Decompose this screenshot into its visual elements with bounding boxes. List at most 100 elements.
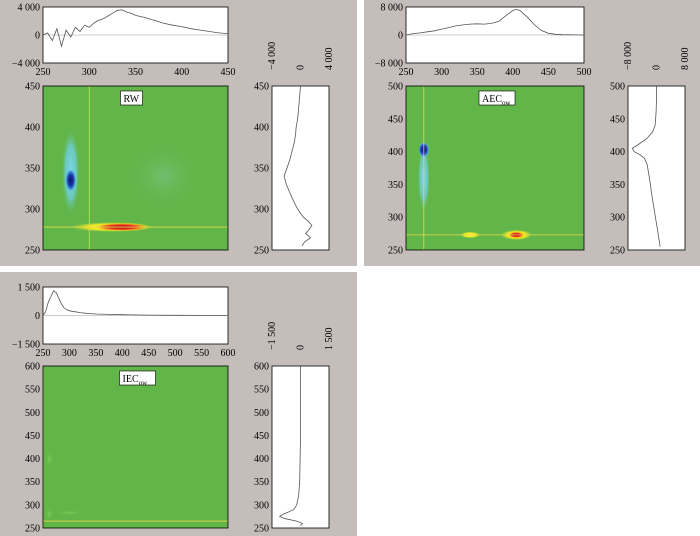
side-trace-y-tick: 250 (254, 246, 269, 257)
top-trace-line (42, 9, 229, 48)
side-trace-y-tick: 300 (610, 213, 625, 224)
x-tick-label: 350 (128, 67, 143, 78)
side-trace-y-tick: 350 (254, 164, 269, 175)
top-trace-y-tick: 1 500 (18, 283, 41, 294)
top-trace-y-tick: 0 (398, 31, 403, 42)
side-trace-x-tick: 8 000 (680, 48, 691, 71)
panel-label-main: RW (124, 94, 140, 105)
panel-label-subscript: ow (502, 99, 512, 107)
y-tick-label: 250 (25, 524, 40, 535)
heatmap-background (406, 86, 584, 250)
side-trace-y-tick: 300 (254, 500, 269, 511)
top-trace-y-tick: −1 500 (12, 340, 40, 351)
side-trace-y-tick: 300 (254, 205, 269, 216)
side-trace-y-tick: 600 (254, 362, 269, 373)
side-trace-x-tick: 0 (296, 345, 307, 350)
top-trace-y-tick: −8 000 (375, 59, 403, 70)
x-tick-label: 400 (115, 348, 130, 359)
x-tick-label: 450 (541, 67, 556, 78)
x-tick-label: 500 (168, 348, 183, 359)
side-trace-y-tick: 400 (254, 123, 269, 134)
side-trace-y-tick: 350 (610, 180, 625, 191)
panel-aec: 8 000 0 −8 000 AECow 250 300 350 400 450 500 250 30… (364, 0, 700, 266)
y-tick-label: 500 (25, 408, 40, 419)
heatmap-frame (42, 365, 229, 529)
y-tick-label: 550 (25, 385, 40, 396)
y-tick-label: 350 (388, 180, 403, 191)
panel-label: AECow (482, 94, 512, 107)
y-tick-label: 350 (25, 477, 40, 488)
x-tick-label: 600 (221, 348, 236, 359)
x-tick-label: 400 (174, 67, 189, 78)
side-trace-line (278, 366, 304, 526)
side-trace-y-tick: 400 (254, 454, 269, 465)
x-tick-label: 550 (194, 348, 209, 359)
x-tick-label: 350 (470, 67, 485, 78)
y-tick-label: 400 (388, 147, 403, 158)
side-trace-x-tick: 0 (652, 65, 663, 70)
top-trace-line (42, 290, 229, 316)
heatmap-peak-faint (45, 507, 54, 521)
top-trace-y-tick: 0 (35, 31, 40, 42)
y-tick-label: 500 (388, 82, 403, 93)
panel-label-subscript: ow (139, 379, 149, 387)
heatmap-peak-faint (53, 509, 86, 516)
y-tick-label: 450 (25, 82, 40, 93)
side-trace-y-tick: 400 (610, 147, 625, 158)
x-tick-label: 250 (36, 348, 51, 359)
y-tick-label: 300 (388, 213, 403, 224)
x-tick-label: 450 (141, 348, 156, 359)
x-tick-label: 350 (88, 348, 103, 359)
heatmap-peak-faint (45, 449, 54, 468)
side-trace-x-tick: 4 000 (324, 48, 335, 71)
x-tick-label: 500 (577, 67, 592, 78)
side-trace-y-tick: 450 (254, 82, 269, 93)
side-trace-x-tick: 0 (296, 65, 307, 70)
side-trace-y-tick: 550 (254, 385, 269, 396)
side-trace-x-tick: −4 000 (267, 42, 278, 70)
side-trace-y-tick: 450 (254, 431, 269, 442)
side-trace-x-tick: −1 500 (267, 322, 278, 350)
y-tick-label: 300 (25, 205, 40, 216)
side-trace-line (283, 85, 313, 247)
heatmap-haze (122, 140, 204, 213)
side-trace-line (631, 86, 661, 247)
panel-label-box (478, 90, 516, 106)
side-trace-y-tick: 350 (254, 477, 269, 488)
y-tick-label: 300 (25, 500, 40, 511)
x-tick-label: 450 (221, 67, 236, 78)
panel-label: IECow (123, 374, 149, 387)
heatmap-contours (43, 86, 228, 250)
side-trace-y-tick: 250 (254, 524, 269, 535)
top-trace-y-tick: 0 (35, 311, 40, 322)
panel-label: RW (124, 94, 140, 105)
side-trace-x-tick: −8 000 (623, 42, 634, 70)
heatmap-peak-blue (65, 168, 77, 192)
x-tick-label: 250 (399, 67, 414, 78)
side-trace-y-tick: 250 (610, 246, 625, 257)
top-trace-y-tick: 4 000 (18, 3, 41, 14)
side-trace-y-tick: 500 (610, 82, 625, 93)
side-trace-y-tick: 450 (610, 114, 625, 125)
heatmap-frame (42, 85, 229, 251)
y-tick-label: 350 (25, 164, 40, 175)
heatmap-frame (405, 85, 585, 251)
heatmap-contours (43, 366, 228, 528)
panel-iec: 1 500 0 −1 500 IECow 250 300 350 400 450 500 550 60… (0, 272, 357, 536)
top-trace-y-tick: 8 000 (381, 3, 404, 14)
panel-label-main: AEC (482, 94, 502, 105)
y-tick-label: 400 (25, 454, 40, 465)
y-tick-label: 250 (388, 246, 403, 257)
side-trace-x-tick: 1 500 (324, 328, 335, 351)
side-trace-frame (271, 85, 330, 251)
side-trace-y-tick: 500 (254, 408, 269, 419)
y-tick-label: 450 (25, 431, 40, 442)
heatmap-background (43, 366, 228, 528)
x-tick-label: 250 (36, 67, 51, 78)
panel-label-box (120, 90, 143, 106)
panel-label-main: IEC (123, 374, 139, 385)
heatmap-contours (406, 86, 584, 250)
y-tick-label: 450 (388, 114, 403, 125)
x-tick-label: 300 (82, 67, 97, 78)
